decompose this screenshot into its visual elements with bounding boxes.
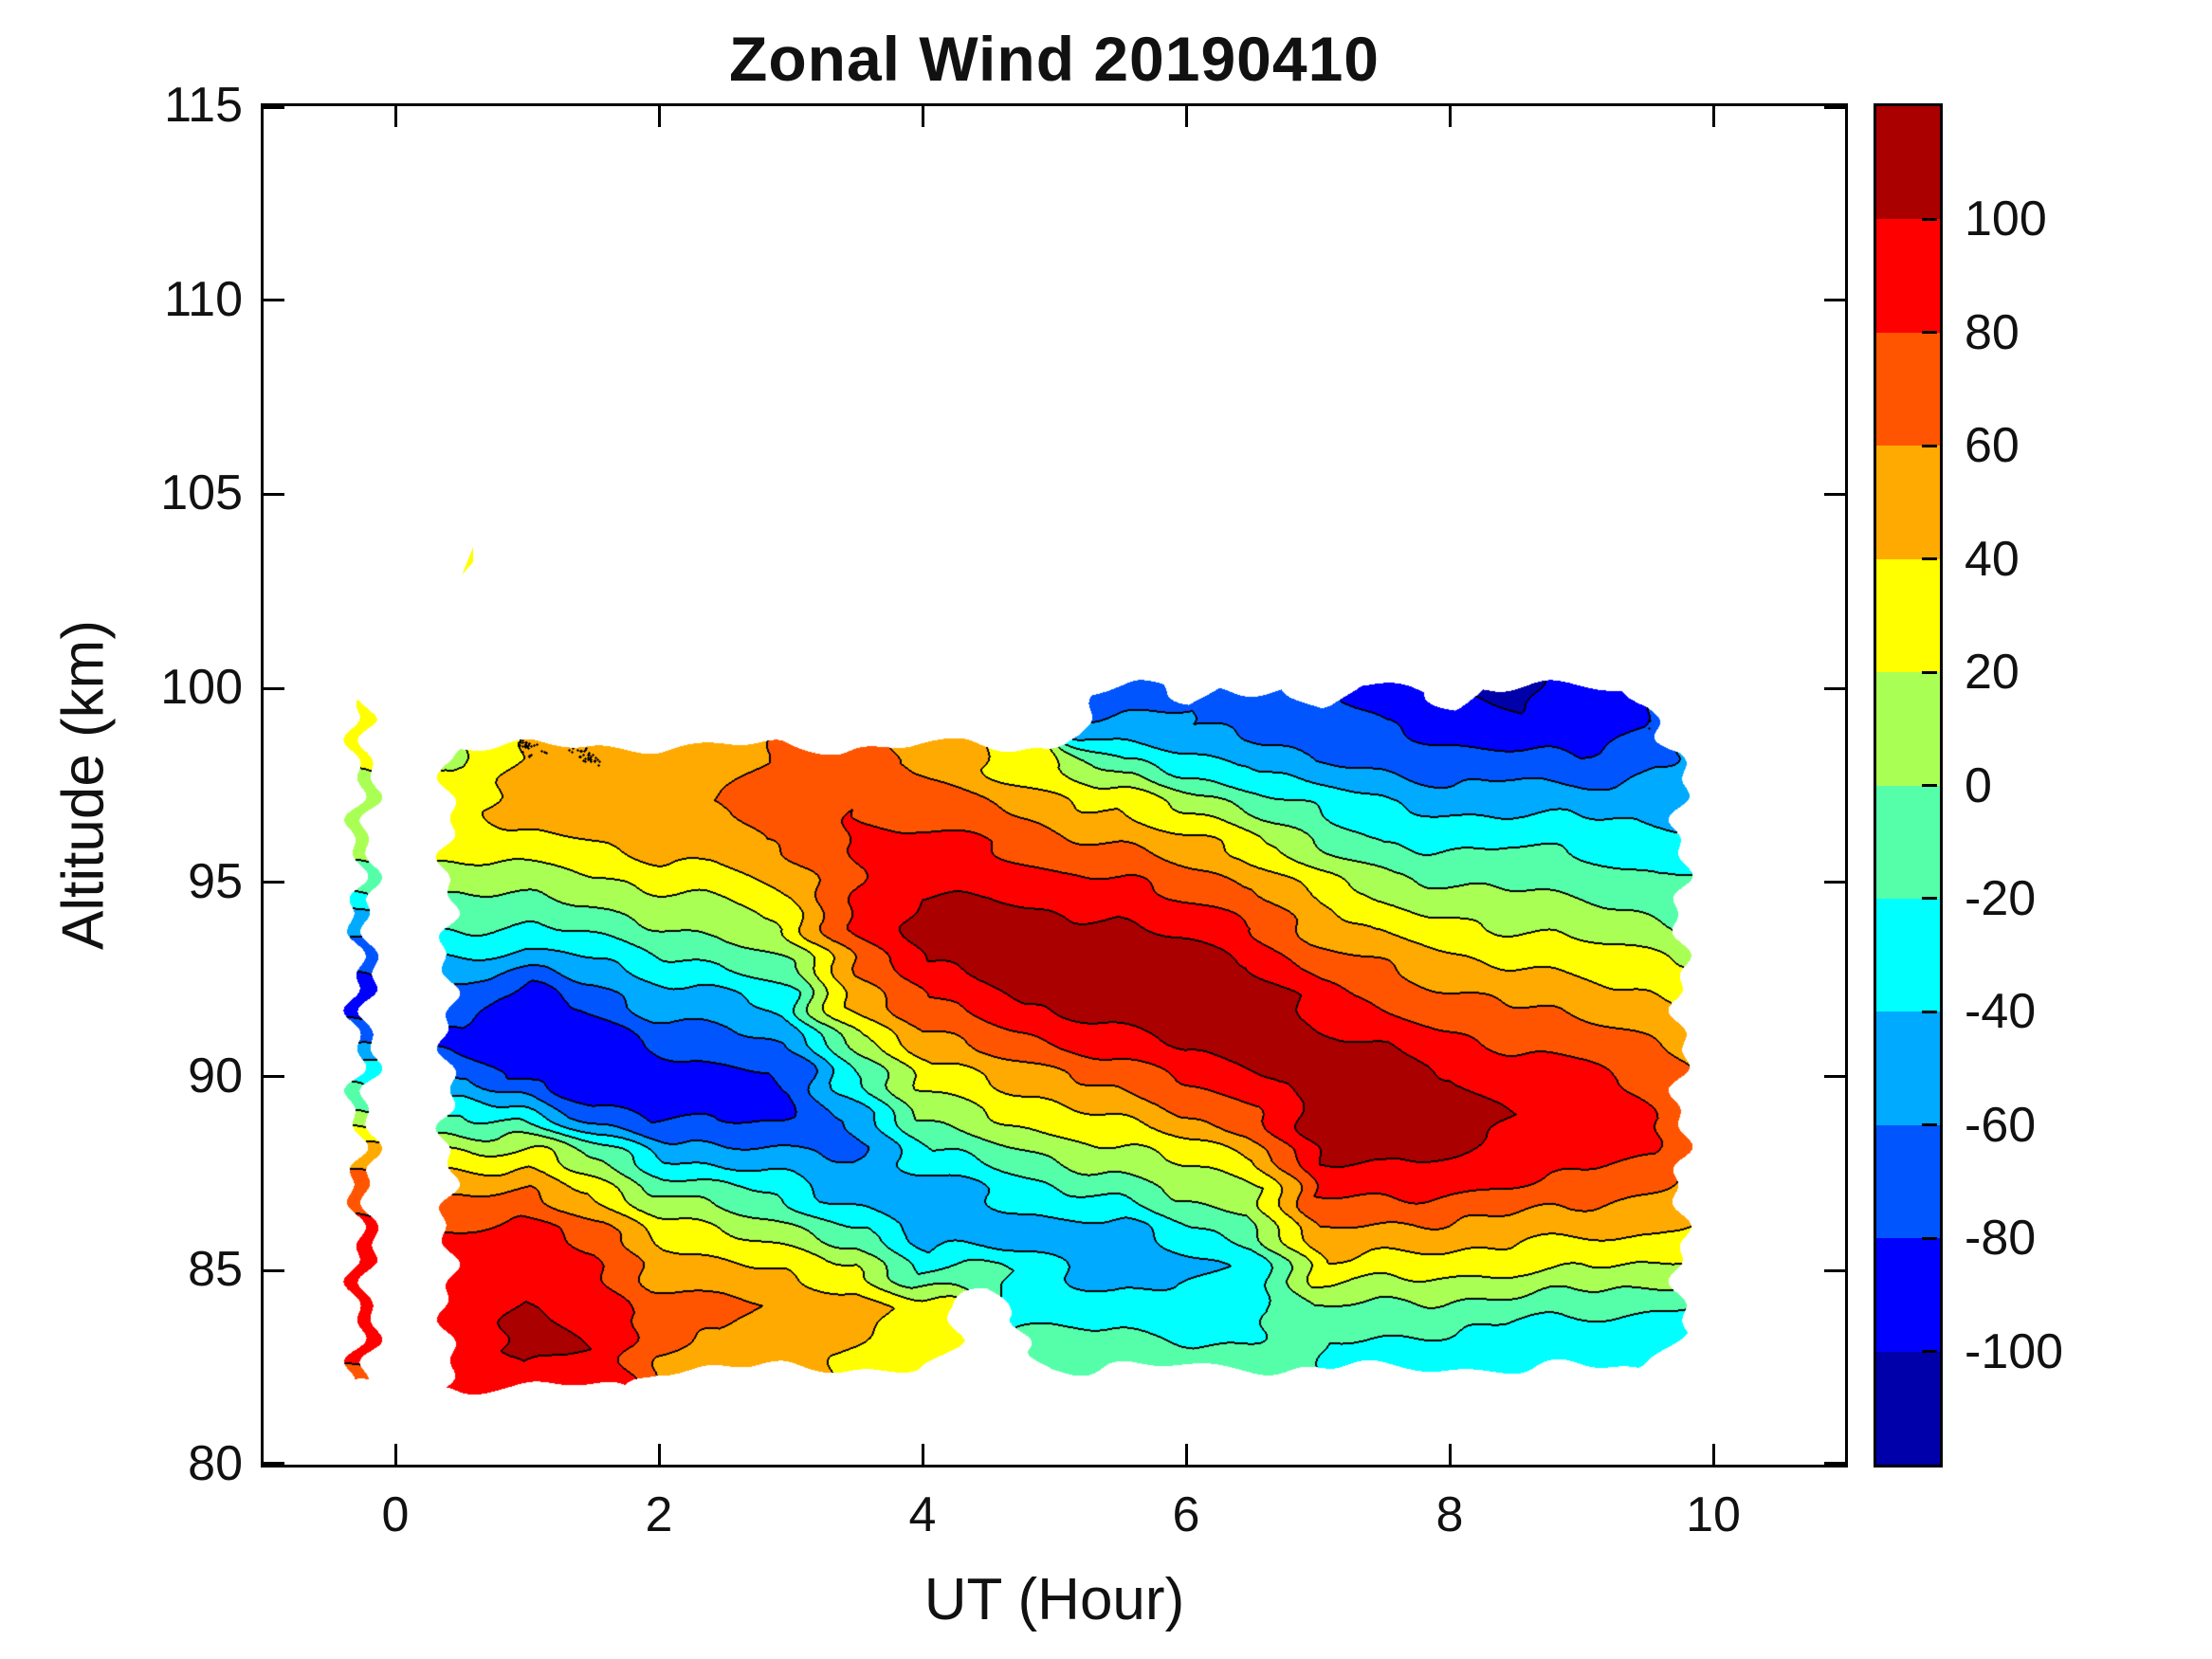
colorbar-segment xyxy=(1876,672,1940,786)
colorbar-tick-mark xyxy=(1922,670,1937,674)
x-tick-mark-top xyxy=(1711,106,1715,127)
y-tick-mark xyxy=(264,1268,284,1272)
y-tick-mark-right xyxy=(1824,492,1845,496)
x-tick-label: 0 xyxy=(381,1487,410,1542)
y-tick-mark-right xyxy=(1824,299,1845,302)
y-tick-mark xyxy=(264,686,284,690)
x-tick-label: 6 xyxy=(1172,1487,1200,1542)
y-tick-mark-right xyxy=(1824,1462,1845,1465)
colorbar xyxy=(1874,103,1943,1468)
y-tick-label: 80 xyxy=(188,1436,243,1491)
y-tick-mark-right xyxy=(1824,106,1845,109)
colorbar-tick-label: -20 xyxy=(1965,870,2037,926)
x-tick-mark xyxy=(393,1444,397,1465)
y-tick-label: 100 xyxy=(160,660,243,716)
x-tick-label: 10 xyxy=(1686,1487,1741,1542)
y-tick-mark xyxy=(264,299,284,302)
colorbar-segment xyxy=(1876,1012,1940,1125)
contour-canvas xyxy=(264,106,1845,1465)
y-tick-mark xyxy=(264,1462,284,1465)
colorbar-tick-mark xyxy=(1922,1236,1937,1240)
colorbar-tick-mark xyxy=(1922,1010,1937,1013)
colorbar-tick-label: -60 xyxy=(1965,1097,2037,1153)
x-tick-label: 8 xyxy=(1435,1487,1464,1542)
colorbar-tick-mark xyxy=(1922,897,1937,901)
colorbar-tick-label: -40 xyxy=(1965,984,2037,1040)
x-tick-label: 2 xyxy=(645,1487,673,1542)
colorbar-segment xyxy=(1876,219,1940,333)
colorbar-segment xyxy=(1876,332,1940,447)
colorbar-segment xyxy=(1876,898,1940,1012)
x-tick-mark-top xyxy=(1448,106,1452,127)
colorbar-tick-label: 60 xyxy=(1965,418,2020,474)
colorbar-tick-label: 80 xyxy=(1965,304,2020,360)
colorbar-tick-mark xyxy=(1922,1350,1937,1354)
colorbar-segment xyxy=(1876,1351,1940,1466)
x-tick-mark-top xyxy=(1184,106,1188,127)
y-tick-label: 115 xyxy=(164,78,243,133)
colorbar-tick-label: -100 xyxy=(1965,1323,2064,1379)
colorbar-tick-label: 40 xyxy=(1965,531,2020,587)
y-tick-label: 95 xyxy=(188,853,243,909)
y-tick-label: 110 xyxy=(164,271,243,327)
colorbar-segment xyxy=(1876,1238,1940,1352)
colorbar-tick-label: -80 xyxy=(1965,1211,2037,1267)
y-tick-label: 105 xyxy=(160,465,243,521)
x-axis-label: UT (Hour) xyxy=(923,1567,1185,1632)
colorbar-tick-label: 0 xyxy=(1965,757,1992,813)
colorbar-segment xyxy=(1876,1124,1940,1239)
colorbar-tick-mark xyxy=(1922,217,1937,221)
x-tick-label: 4 xyxy=(908,1487,937,1542)
x-tick-mark xyxy=(657,1444,661,1465)
colorbar-tick-mark xyxy=(1922,331,1937,335)
colorbar-segment xyxy=(1876,558,1940,673)
y-tick-mark-right xyxy=(1824,1075,1845,1079)
colorbar-tick-mark xyxy=(1922,1123,1937,1127)
x-tick-mark-top xyxy=(657,106,661,127)
x-tick-mark-top xyxy=(393,106,397,127)
x-tick-mark-top xyxy=(921,106,924,127)
y-tick-mark xyxy=(264,1075,284,1079)
y-tick-mark-right xyxy=(1824,881,1845,884)
colorbar-segment xyxy=(1876,785,1940,899)
plot-area xyxy=(261,103,1848,1468)
colorbar-tick-mark xyxy=(1922,444,1937,447)
colorbar-segment xyxy=(1876,106,1940,220)
x-tick-mark xyxy=(921,1444,924,1465)
x-tick-mark xyxy=(1711,1444,1715,1465)
colorbar-tick-label: 100 xyxy=(1965,191,2047,247)
y-tick-mark-right xyxy=(1824,1268,1845,1272)
y-tick-mark xyxy=(264,881,284,884)
y-tick-label: 90 xyxy=(188,1048,243,1103)
y-tick-label: 85 xyxy=(188,1242,243,1298)
colorbar-tick-label: 20 xyxy=(1965,645,2020,701)
colorbar-tick-mark xyxy=(1922,557,1937,561)
x-tick-mark xyxy=(1448,1444,1452,1465)
chart-title: Zonal Wind 20190410 xyxy=(729,24,1380,94)
y-tick-mark xyxy=(264,492,284,496)
y-tick-mark xyxy=(264,106,284,109)
y-tick-mark-right xyxy=(1824,686,1845,690)
colorbar-segment xyxy=(1876,446,1940,559)
x-tick-mark xyxy=(1184,1444,1188,1465)
colorbar-tick-mark xyxy=(1922,784,1937,787)
